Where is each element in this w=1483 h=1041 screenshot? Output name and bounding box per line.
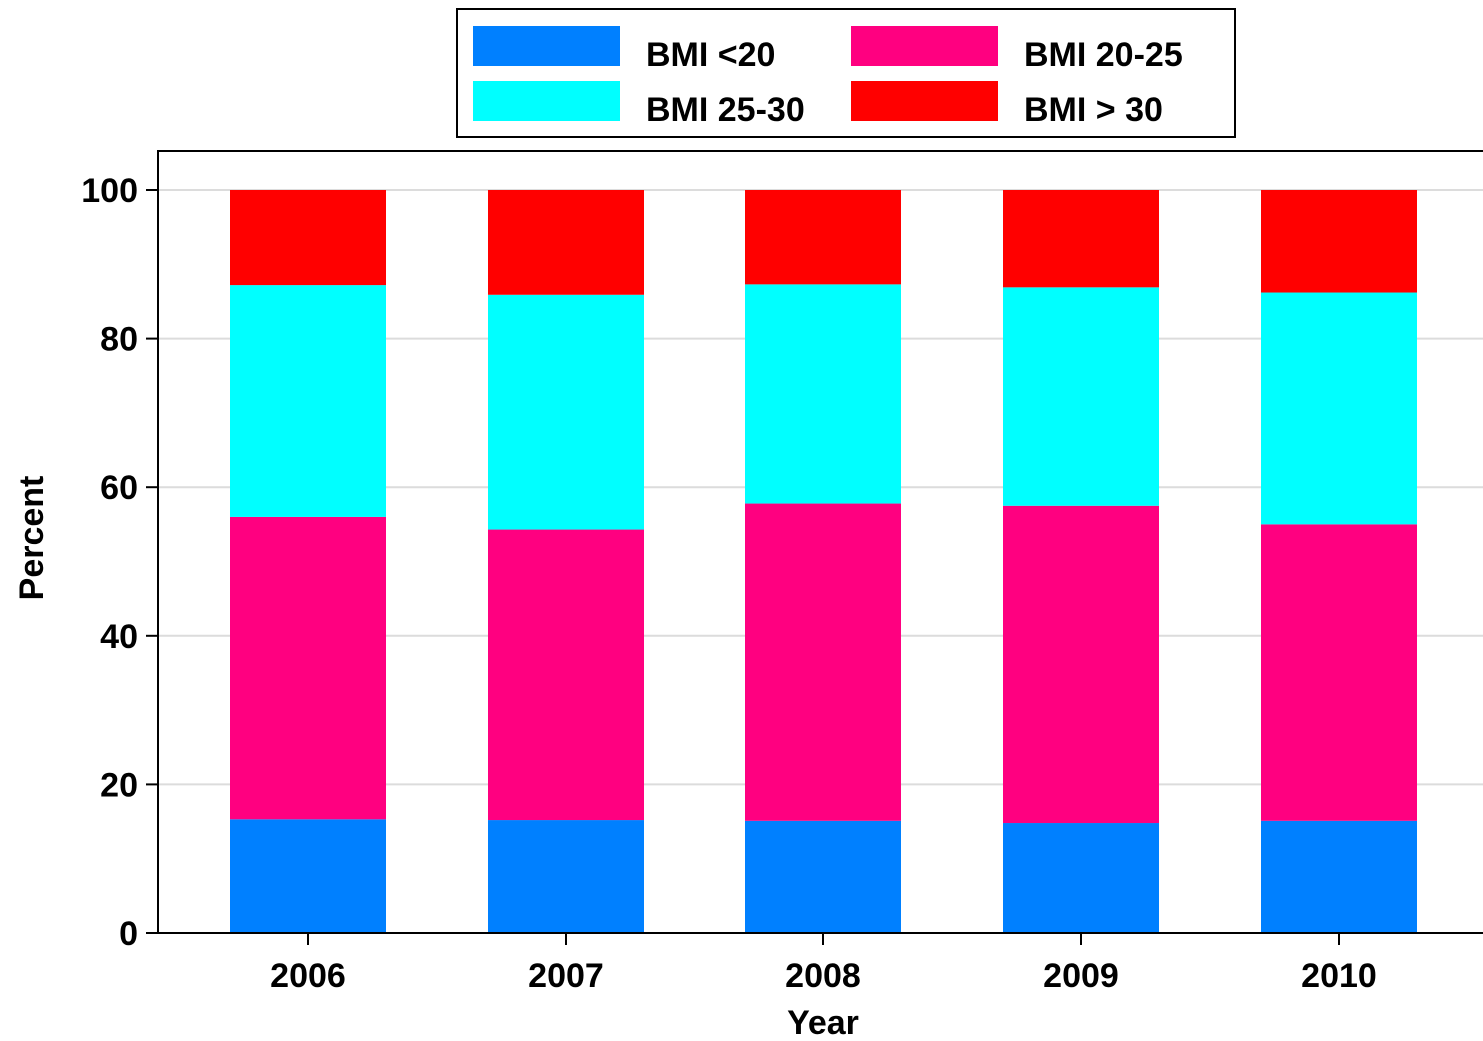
x-axis-ticks: 2006 2007 2008 2009 2010: [270, 933, 1377, 995]
bar-segment-2008-s1: [745, 503, 901, 821]
bar-segment-2009-s2: [1003, 287, 1159, 506]
bar-segment-2008-s3: [745, 190, 901, 285]
bar-segment-2006-s1: [230, 516, 386, 820]
legend-label: BMI <20: [646, 36, 775, 74]
bar-segment-2009-s1: [1003, 505, 1159, 824]
bar-segment-2006-s3: [230, 190, 386, 286]
y-tick-label: 40: [100, 618, 138, 656]
x-tick-label: 2010: [1301, 957, 1377, 995]
bar-segment-2008-s2: [745, 284, 901, 504]
bar-segment-2006-s2: [230, 285, 386, 517]
bar-segment-2007-s0: [488, 820, 644, 933]
legend-swatch: [473, 81, 620, 121]
y-tick-label: 100: [81, 172, 138, 210]
x-axis-title: Year: [787, 1004, 859, 1041]
legend-label: BMI 20-25: [1024, 36, 1183, 74]
x-tick-label: 2006: [270, 957, 346, 995]
legend-swatch: [851, 26, 998, 66]
y-tick-label: 20: [100, 766, 138, 804]
y-tick-label: 80: [100, 321, 138, 359]
bar-segment-2010-s3: [1261, 190, 1417, 293]
bar-segment-2009-s0: [1003, 823, 1159, 933]
y-axis-ticks: 0 20 40 60 80 100: [81, 172, 158, 953]
x-tick-label: 2009: [1043, 957, 1119, 995]
bar-segment-2009-s3: [1003, 190, 1159, 288]
bars: [230, 190, 1417, 933]
bar-segment-2007-s1: [488, 529, 644, 821]
bar-segment-2006-s0: [230, 819, 386, 933]
legend-label: BMI > 30: [1024, 91, 1163, 129]
y-tick-label: 60: [100, 469, 138, 507]
bar-segment-2010-s0: [1261, 820, 1417, 933]
bar-segment-2008-s0: [745, 820, 901, 933]
x-tick-label: 2007: [528, 957, 604, 995]
bar-segment-2007-s3: [488, 190, 644, 295]
y-axis-title: Percent: [13, 476, 51, 601]
bar-segment-2007-s2: [488, 294, 644, 530]
legend-swatch: [851, 81, 998, 121]
bar-segment-2010-s2: [1261, 292, 1417, 525]
legend-label: BMI 25-30: [646, 91, 805, 129]
legend-swatch: [473, 26, 620, 66]
bar-segment-2010-s1: [1261, 524, 1417, 821]
legend: BMI <20 BMI 20-25 BMI 25-30 BMI > 30: [456, 8, 1236, 138]
y-tick-label: 0: [119, 915, 138, 953]
x-tick-label: 2008: [785, 957, 861, 995]
